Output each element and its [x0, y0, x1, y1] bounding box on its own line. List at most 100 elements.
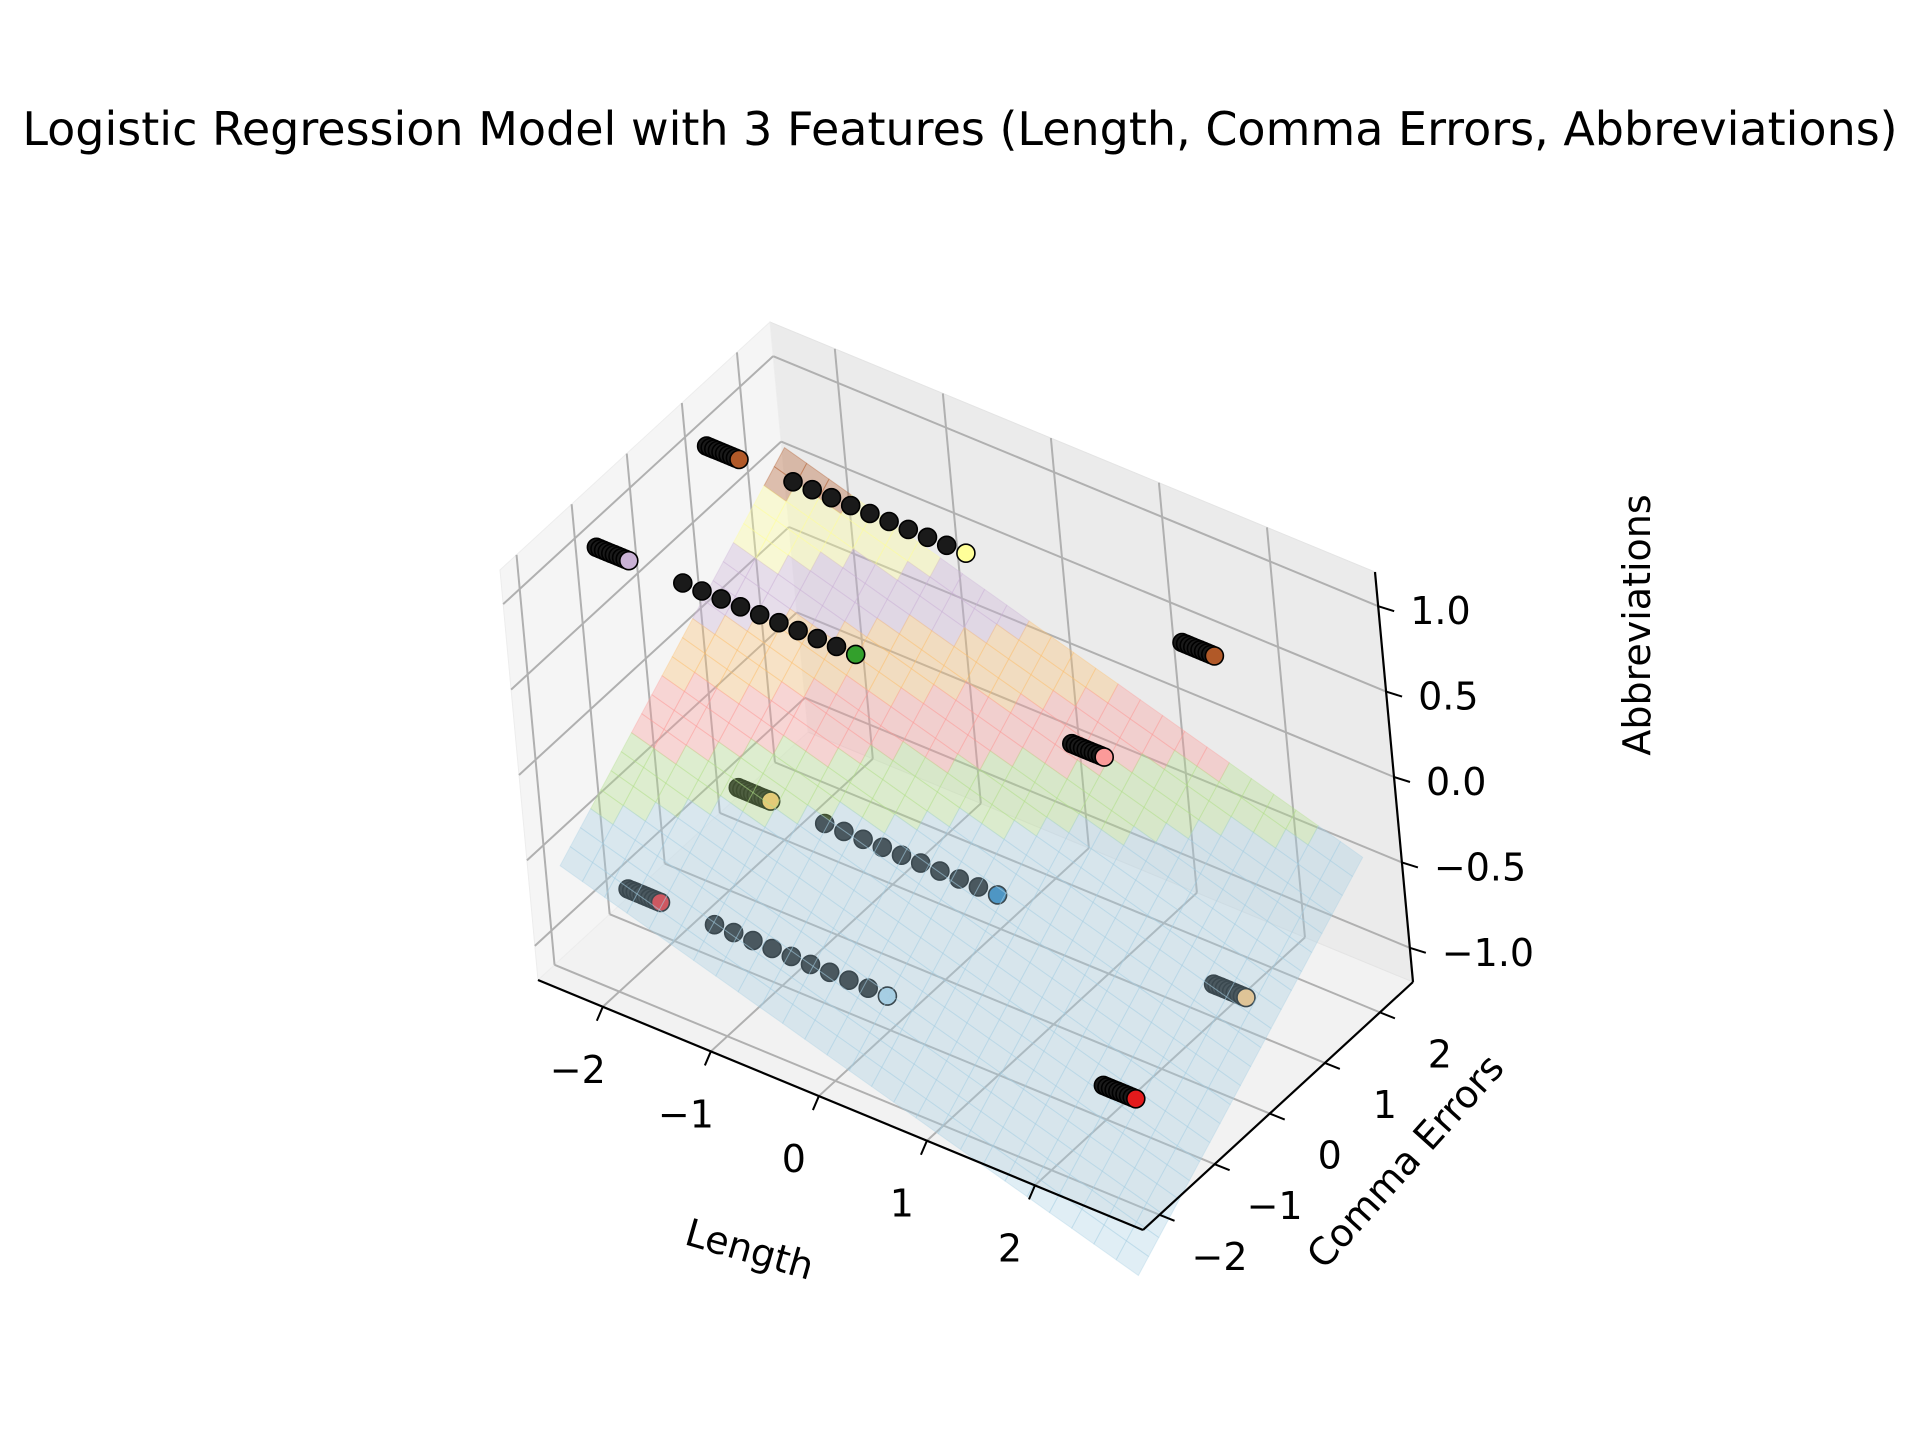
surface-cell — [1246, 939, 1280, 976]
data-point — [800, 954, 821, 975]
surface-cell — [1122, 1113, 1156, 1150]
surface-cell — [884, 525, 919, 562]
surface-cell — [646, 855, 681, 892]
surface-cell — [579, 807, 614, 845]
x-tick — [811, 1095, 820, 1111]
surface-cell — [896, 560, 931, 597]
surface-cell — [997, 658, 1032, 695]
surface-cell — [993, 838, 1027, 875]
surface-cell — [1163, 749, 1198, 786]
surface-cell — [1186, 1106, 1221, 1144]
surface-cell — [876, 598, 911, 635]
surface-cell — [680, 905, 715, 943]
surface-cell — [1008, 980, 1043, 1018]
surface-cell — [808, 839, 843, 876]
gridline-floor-y — [609, 913, 1216, 1166]
data-point — [729, 449, 749, 470]
surface-cell — [693, 652, 728, 689]
surface-cell — [1119, 718, 1154, 755]
surface-cell — [832, 908, 867, 945]
gridline-floor-x — [818, 847, 1090, 1097]
gridline-left-z — [526, 611, 798, 862]
surface-cell — [1073, 974, 1108, 1011]
surface-cell — [1256, 920, 1291, 957]
surface-cell — [1029, 942, 1064, 980]
surface-cell — [1066, 759, 1101, 796]
surface-cell — [951, 572, 986, 610]
surface-cell — [856, 978, 891, 1015]
surface-cell — [909, 936, 944, 974]
surface-cell — [1176, 1125, 1211, 1163]
surface-cell — [1115, 1240, 1150, 1277]
surface-cell — [797, 516, 832, 553]
surface-cell — [1153, 768, 1188, 805]
surface-cell — [804, 1019, 838, 1056]
surface-cell — [772, 734, 807, 771]
surface-cell — [1104, 917, 1139, 954]
data-point — [692, 581, 712, 601]
data-point — [1094, 747, 1114, 767]
surface-cell — [1070, 866, 1104, 904]
surface-cell — [1102, 863, 1137, 900]
surface-cell — [774, 788, 809, 825]
surface-cell — [889, 974, 924, 1012]
surface-cell — [934, 718, 969, 755]
surface-cell — [728, 703, 762, 740]
surface-cell — [1024, 1123, 1059, 1160]
surface-cell — [967, 715, 1002, 752]
surface-cell — [1227, 1030, 1262, 1068]
surface-cell — [794, 750, 829, 787]
surface-cell — [1079, 1135, 1114, 1172]
surface-cell — [692, 940, 727, 977]
surface-cell — [940, 879, 975, 917]
surface-cell — [726, 649, 761, 686]
surface-cell — [832, 566, 866, 604]
surface-cell — [744, 557, 779, 594]
data-point — [879, 511, 899, 532]
data-point — [650, 892, 671, 913]
surface-cell — [1151, 714, 1186, 752]
surface-cell — [1121, 771, 1155, 809]
surface-cell — [736, 630, 771, 667]
surface-cell — [770, 680, 805, 718]
surface-cell — [1059, 885, 1094, 923]
data-point — [987, 885, 1008, 905]
surface-cell — [717, 722, 752, 759]
surface-cell — [1081, 1189, 1115, 1226]
surface-cell — [1033, 1050, 1067, 1087]
surface-cell — [985, 623, 1020, 660]
surface-cell — [941, 591, 976, 629]
surface-cell — [930, 898, 964, 936]
surface-cell — [842, 547, 876, 585]
data-point — [1126, 1089, 1146, 1109]
surface-cell — [899, 955, 934, 993]
surface-cell — [849, 762, 884, 800]
surface-cell — [1014, 1142, 1049, 1179]
surface-cell — [1191, 926, 1226, 963]
surface-cell — [709, 794, 744, 832]
x-tick — [703, 1051, 712, 1066]
x-axis-line — [537, 978, 1144, 1232]
surface-cell — [821, 585, 856, 623]
surface-cell — [737, 972, 772, 1009]
gridline-left-z — [510, 440, 782, 691]
surface-cell — [719, 775, 754, 813]
surface-cell — [671, 636, 706, 674]
data-point — [788, 620, 808, 641]
surface-cell — [782, 715, 817, 752]
surface-cell — [1201, 907, 1236, 944]
surface-cell — [1217, 1049, 1252, 1087]
data-point — [858, 978, 879, 999]
surface-cell — [945, 699, 979, 736]
gridline-left-z — [534, 697, 806, 947]
surface-cell — [911, 990, 946, 1027]
surface-cell — [661, 655, 696, 693]
surface-cell — [1118, 1005, 1153, 1043]
z-tick — [1401, 861, 1419, 869]
surface-cell — [1128, 986, 1163, 1024]
surface-cell — [753, 484, 787, 522]
x-tick-label: 0 — [782, 1137, 806, 1181]
surface-cell — [857, 690, 892, 727]
surface-cell — [752, 772, 787, 809]
y-tick-label: 0 — [1318, 1134, 1342, 1178]
